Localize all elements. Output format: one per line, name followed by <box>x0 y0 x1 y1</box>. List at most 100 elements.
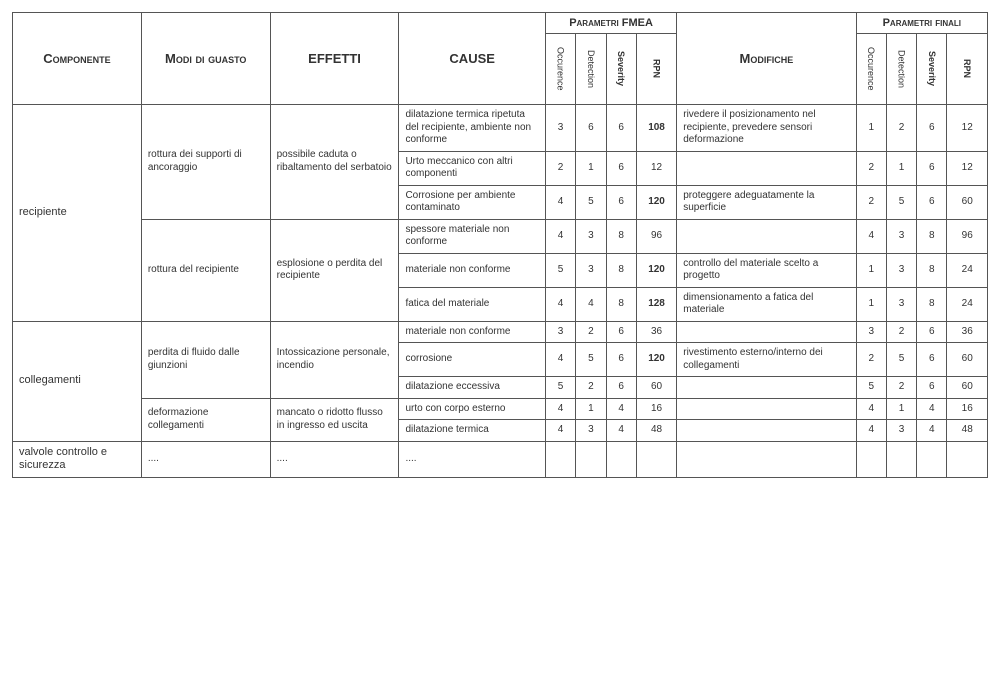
cell-fmea-d: 4 <box>576 287 606 321</box>
cell-final-d: 3 <box>886 253 916 287</box>
cell-modifiche: controllo del materiale scelto a progett… <box>677 253 856 287</box>
cell-modifiche: rivestimento esterno/interno dei collega… <box>677 343 856 377</box>
cell-fmea-o: 4 <box>545 219 575 253</box>
cell-modi: rottura del recipiente <box>141 219 270 321</box>
header-severity-2: Severity <box>917 34 947 105</box>
cell-final-o: 1 <box>856 105 886 152</box>
cell-fmea-o: 2 <box>545 151 575 185</box>
cell-fmea-d: 5 <box>576 185 606 219</box>
cell-componente: valvole controllo e sicurezza <box>13 441 142 478</box>
cell-fmea-s: 8 <box>606 219 636 253</box>
cell-fmea-s: 8 <box>606 287 636 321</box>
cell-final-r: 60 <box>947 343 988 377</box>
header-parametri-fmea: Parametri FMEA <box>545 13 676 34</box>
cell-fmea-d: 1 <box>576 151 606 185</box>
cell-fmea-d: 2 <box>576 377 606 399</box>
cell-final-s: 8 <box>917 253 947 287</box>
cell-cause: .... <box>399 441 545 478</box>
cell-final-o: 1 <box>856 287 886 321</box>
cell-cause: dilatazione termica <box>399 420 545 442</box>
cell-fmea-s: 6 <box>606 185 636 219</box>
cell-modifiche <box>677 151 856 185</box>
cell-final-r: 12 <box>947 151 988 185</box>
table-row: collegamentiperdita di fluido dalle giun… <box>13 321 988 343</box>
cell-final-o: 5 <box>856 377 886 399</box>
cell-final-r: 60 <box>947 377 988 399</box>
table-row: rottura del recipienteesplosione o perdi… <box>13 219 988 253</box>
cell-fmea-d: 5 <box>576 343 606 377</box>
cell-fmea-r: 96 <box>636 219 676 253</box>
cell-modifiche <box>677 219 856 253</box>
header-rpn-2: RPN <box>947 34 988 105</box>
cell-final-d: 1 <box>886 398 916 420</box>
cell-final-d: 5 <box>886 343 916 377</box>
cell-effetti: Intossicazione personale, incendio <box>270 321 399 398</box>
header-effetti: EFFETTI <box>270 13 399 105</box>
cell-final-s: 6 <box>917 321 947 343</box>
cell-final-o: 3 <box>856 321 886 343</box>
cell-final-o: 1 <box>856 253 886 287</box>
table-row: recipienterottura dei supporti di ancora… <box>13 105 988 152</box>
cell-effetti: possibile caduta o ribaltamento del serb… <box>270 105 399 220</box>
cell-fmea-d: 3 <box>576 219 606 253</box>
cell-fmea-r: 120 <box>636 185 676 219</box>
cell-effetti: mancato o ridotto flusso in ingresso ed … <box>270 398 399 441</box>
cell-cause: materiale non conforme <box>399 253 545 287</box>
cell-modifiche: rivedere il posizionamento nel recipient… <box>677 105 856 152</box>
cell-final-d: 2 <box>886 377 916 399</box>
cell-modifiche <box>677 441 856 478</box>
cell-final-d: 3 <box>886 287 916 321</box>
cell-cause: urto con corpo esterno <box>399 398 545 420</box>
cell-fmea-s: 8 <box>606 253 636 287</box>
cell-fmea-d: 3 <box>576 253 606 287</box>
cell-fmea-d <box>576 441 606 478</box>
header-componente: Componente <box>13 13 142 105</box>
cell-fmea-s: 4 <box>606 398 636 420</box>
cell-fmea-r: 120 <box>636 343 676 377</box>
cell-cause: materiale non conforme <box>399 321 545 343</box>
cell-fmea-r: 16 <box>636 398 676 420</box>
cell-final-s: 4 <box>917 398 947 420</box>
cell-final-o: 2 <box>856 185 886 219</box>
cell-final-d: 2 <box>886 105 916 152</box>
header-detection-1: Detection <box>576 34 606 105</box>
cell-final-s <box>917 441 947 478</box>
cell-fmea-s: 6 <box>606 105 636 152</box>
cell-final-d: 3 <box>886 219 916 253</box>
cell-fmea-o: 4 <box>545 398 575 420</box>
cell-fmea-d: 6 <box>576 105 606 152</box>
cell-final-r: 24 <box>947 253 988 287</box>
cell-fmea-s: 6 <box>606 151 636 185</box>
table-header: Componente Modi di guasto EFFETTI CAUSE … <box>13 13 988 105</box>
cell-fmea-d: 2 <box>576 321 606 343</box>
cell-effetti: esplosione o perdita del recipiente <box>270 219 399 321</box>
header-occurence-2: Occurence <box>856 34 886 105</box>
cell-modi: deformazione collegamenti <box>141 398 270 441</box>
cell-fmea-s: 6 <box>606 343 636 377</box>
table-body: recipienterottura dei supporti di ancora… <box>13 105 988 478</box>
cell-fmea-r: 12 <box>636 151 676 185</box>
cell-final-d: 3 <box>886 420 916 442</box>
table-row: deformazione collegamentimancato o ridot… <box>13 398 988 420</box>
cell-fmea-o: 4 <box>545 185 575 219</box>
cell-componente: recipiente <box>13 105 142 322</box>
cell-final-s: 6 <box>917 105 947 152</box>
header-parametri-finali: Parametri finali <box>856 13 987 34</box>
cell-cause: Corrosione per ambiente contaminato <box>399 185 545 219</box>
cell-final-s: 6 <box>917 377 947 399</box>
fmea-table: Componente Modi di guasto EFFETTI CAUSE … <box>12 12 988 478</box>
cell-cause: dilatazione eccessiva <box>399 377 545 399</box>
cell-modifiche: proteggere adeguatamente la superficie <box>677 185 856 219</box>
cell-final-o: 2 <box>856 343 886 377</box>
cell-modifiche <box>677 321 856 343</box>
cell-final-r: 96 <box>947 219 988 253</box>
cell-modi: .... <box>141 441 270 478</box>
cell-fmea-o: 4 <box>545 343 575 377</box>
cell-modifiche <box>677 398 856 420</box>
cell-fmea-d: 1 <box>576 398 606 420</box>
cell-cause: corrosione <box>399 343 545 377</box>
cell-final-s: 6 <box>917 343 947 377</box>
cell-fmea-s: 6 <box>606 377 636 399</box>
header-rpn-1: RPN <box>636 34 676 105</box>
cell-cause: spessore materiale non conforme <box>399 219 545 253</box>
